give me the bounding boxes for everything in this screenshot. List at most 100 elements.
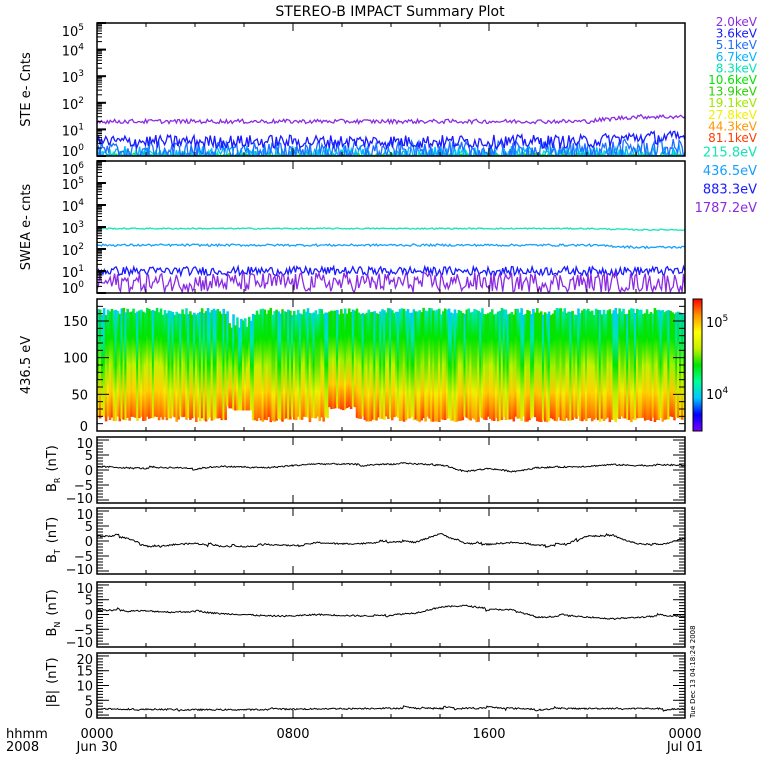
y-label-unit: (nT) [45, 657, 60, 683]
heatmap-column [659, 310, 663, 419]
heatmap-column [324, 312, 327, 418]
y-tick-label: 5 [85, 520, 93, 535]
heatmap-column [308, 312, 312, 423]
y-tick-label: 100 [62, 143, 85, 160]
heatmap-column [332, 311, 335, 409]
heatmap-column [655, 310, 659, 420]
panel-frame [96, 581, 686, 648]
heatmap-column [426, 311, 429, 417]
heatmap-column [349, 311, 353, 410]
heatmap-column [353, 310, 357, 408]
heatmap-column [490, 309, 494, 421]
y-tick-label: 50 [71, 388, 88, 403]
heatmap-column [637, 309, 641, 419]
heatmap-column [510, 312, 514, 420]
legend-item-3.6keV: 3.6keV [716, 27, 758, 41]
heatmap-column [269, 307, 273, 423]
tick-exponent: 5 [78, 23, 84, 33]
x-row-label: 2008 [6, 740, 39, 755]
heatmap-column [496, 311, 500, 422]
heatmap-column [612, 310, 616, 420]
heatmap-column [330, 310, 333, 410]
heatmap-column [410, 312, 414, 417]
heatmap-column [373, 311, 376, 421]
heatmap-column [265, 313, 269, 421]
heatmap-column [585, 310, 588, 422]
heatmap-column [577, 308, 580, 417]
legend-item-44.3keV: 44.3keV [708, 119, 758, 133]
heatmap-column [553, 310, 557, 421]
heatmap-column [142, 311, 145, 422]
heatmap-column [343, 308, 347, 410]
tick-exponent: 1 [78, 122, 84, 132]
heatmap-column [267, 310, 271, 417]
y-label-unit: (nT) [45, 589, 60, 615]
heatmap-column [208, 312, 212, 418]
heatmap-column [359, 314, 363, 419]
heatmap-column [541, 314, 545, 421]
heatmap-column [675, 312, 678, 418]
plot-timestamp: Tue Dec 13 04:18:24 2008 [689, 625, 697, 719]
heatmap-column [457, 310, 461, 421]
legend-item-19.1keV: 19.1keV [708, 96, 758, 110]
heatmap-column [565, 313, 568, 419]
heatmap-column [112, 310, 116, 421]
heatmap-column [296, 309, 300, 417]
heatmap-column [538, 312, 541, 422]
x-tick-time: 0000 [80, 727, 113, 742]
heatmap-column [400, 308, 404, 421]
colorbar-bar [692, 298, 703, 432]
heatmap-column [351, 309, 355, 407]
heatmap-column [365, 312, 369, 422]
heatmap-column [567, 311, 570, 421]
series-line-bmag [97, 705, 685, 712]
y-tick-label: 0 [85, 464, 93, 479]
heatmap-column [242, 320, 245, 411]
tick-exponent: 0 [78, 280, 84, 290]
series-line-436.5eV [97, 242, 685, 250]
heatmap-column [302, 309, 306, 417]
heatmap-column [616, 313, 619, 419]
heatmap-column [146, 307, 149, 417]
heatmap-column [449, 312, 453, 421]
heatmap-column [189, 311, 192, 420]
heatmap-column [322, 313, 325, 422]
series-line-br [97, 462, 685, 473]
series-line-1787.2eV [97, 270, 685, 293]
y-axis-label: |B| (nT) [45, 657, 60, 707]
legend-item-27.8keV: 27.8keV [708, 108, 758, 122]
tick-base: 10 [62, 222, 79, 237]
heatmap-column [271, 314, 274, 421]
legend-item-6.7keV: 6.7keV [716, 50, 758, 64]
heatmap-column [555, 308, 559, 422]
heatmap-column [402, 308, 406, 422]
heatmap-column [422, 307, 425, 419]
heatmap-column [441, 311, 445, 420]
heatmap-column [185, 308, 188, 420]
heatmap-column [608, 309, 612, 423]
y-label-main: B [45, 628, 60, 637]
y-tick-label: 0 [80, 420, 88, 435]
heatmap-column [106, 309, 110, 417]
heatmap-column [98, 309, 102, 419]
heatmap-column [222, 308, 225, 420]
heatmap-column [104, 315, 108, 422]
series-line-bt [97, 533, 685, 549]
heatmap-column [232, 314, 235, 410]
colorbar-tick-label: 104 [706, 386, 729, 403]
heatmap-column [528, 310, 531, 421]
heatmap-column [445, 309, 449, 419]
heatmap-column [467, 308, 470, 420]
y-tick-label: −10 [66, 563, 93, 578]
heatmap-column [657, 309, 661, 421]
heatmap-column [334, 310, 337, 409]
heatmap-column [320, 309, 323, 418]
heatmap-column [628, 309, 631, 420]
heatmap-column [661, 310, 665, 422]
tick-exponent: 2 [78, 96, 84, 106]
y-tick-label: 10 [76, 508, 93, 523]
heatmap-column [183, 314, 186, 417]
